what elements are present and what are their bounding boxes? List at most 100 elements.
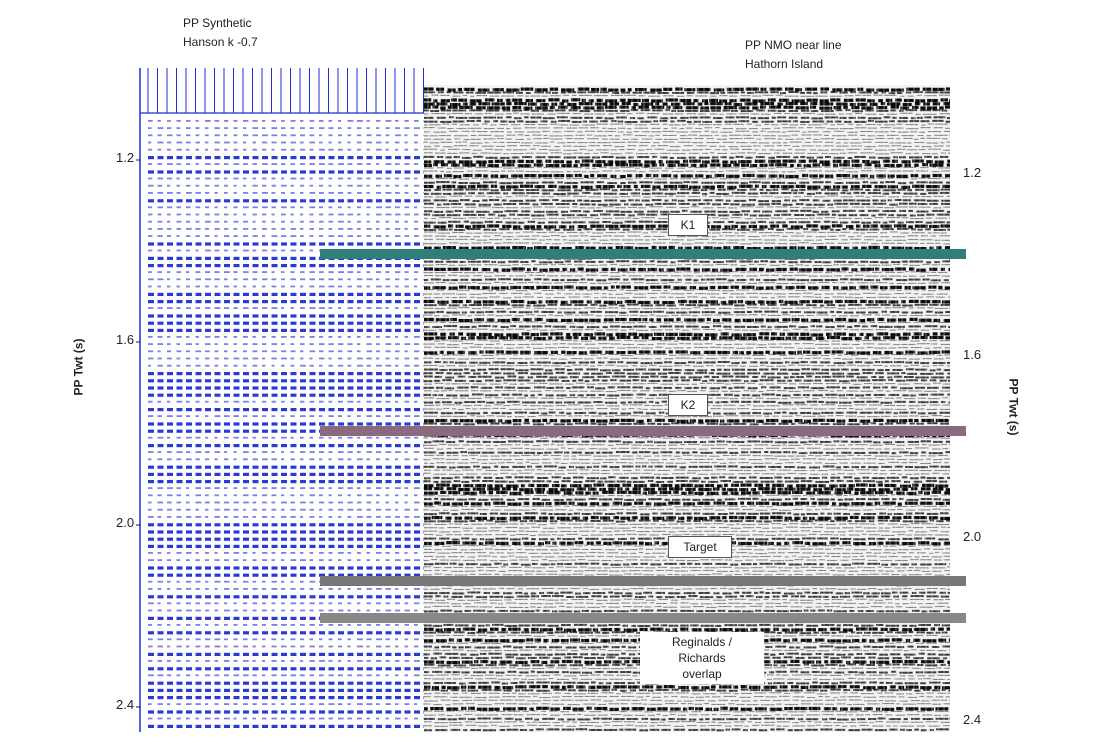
synthetic-wiggle <box>300 523 306 527</box>
synthetic-wiggle <box>357 307 361 309</box>
synthetic-wiggle <box>233 458 237 461</box>
synthetic-wiggle <box>224 199 230 203</box>
seismic-wiggle <box>572 113 581 115</box>
seismic-wiggle <box>795 88 802 92</box>
seismic-wiggle <box>438 217 452 219</box>
seismic-wiggle <box>609 138 621 140</box>
synthetic-wiggle <box>404 465 411 469</box>
seismic-wiggle <box>424 98 432 102</box>
synthetic-wiggle <box>186 386 192 390</box>
synthetic-wiggle <box>309 408 316 412</box>
synthetic-wiggle <box>290 667 297 671</box>
synthetic-wiggle <box>414 537 420 541</box>
seismic-wiggle <box>491 228 497 231</box>
synthetic-wiggle <box>376 516 381 518</box>
seismic-wiggle <box>512 149 527 151</box>
synthetic-wiggle <box>271 724 278 728</box>
seismic-wiggle <box>429 124 441 126</box>
synthetic-wiggle <box>157 235 163 237</box>
seismic-wiggle <box>499 124 509 126</box>
synthetic-wiggle <box>252 386 259 390</box>
seismic-wiggle <box>902 199 911 202</box>
seismic-wiggle <box>908 156 923 159</box>
synthetic-wiggle <box>262 386 268 390</box>
seismic-wiggle <box>781 131 786 133</box>
synthetic-wiggle <box>290 249 297 252</box>
seismic-wiggle <box>828 207 834 209</box>
seismic-wiggle <box>706 202 711 205</box>
seismic-wiggle <box>594 113 605 115</box>
synthetic-wiggle <box>338 357 343 360</box>
synthetic-wiggle <box>157 170 164 174</box>
synthetic-wiggle <box>186 177 191 180</box>
seismic-wiggle <box>595 149 610 151</box>
synthetic-wiggle <box>366 184 370 187</box>
seismic-wiggle <box>596 123 609 125</box>
seismic-wiggle <box>811 117 823 120</box>
seismic-wiggle <box>576 166 583 169</box>
synthetic-wiggle <box>290 292 297 296</box>
seismic-wiggle <box>665 167 674 169</box>
synthetic-wiggle <box>262 696 268 700</box>
synthetic-wiggle <box>300 688 306 692</box>
synthetic-wiggle <box>214 429 221 433</box>
synthetic-event-row <box>148 278 428 281</box>
synthetic-wiggle <box>233 300 240 304</box>
seismic-wiggle <box>922 163 929 167</box>
synthetic-wiggle <box>157 472 164 476</box>
synthetic-wiggle <box>404 530 411 534</box>
synthetic-wiggle <box>385 703 391 705</box>
seismic-wiggle <box>739 184 753 188</box>
synthetic-wiggle <box>176 494 182 497</box>
synthetic-wiggle <box>281 696 287 700</box>
seismic-wiggle <box>621 101 631 106</box>
synthetic-wiggle <box>309 487 315 489</box>
synthetic-wiggle <box>148 141 152 144</box>
seismic-wiggle <box>554 109 566 112</box>
seismic-wiggle <box>874 217 884 219</box>
seismic-wiggle <box>496 98 503 103</box>
synthetic-wiggle <box>376 184 381 187</box>
synthetic-wiggle <box>243 422 249 426</box>
synthetic-wiggle <box>376 393 382 397</box>
synthetic-wiggle <box>328 472 335 476</box>
synthetic-wiggle <box>319 415 323 417</box>
seismic-wiggle <box>946 117 950 120</box>
synthetic-wiggle <box>252 285 256 288</box>
synthetic-wiggle <box>281 537 287 541</box>
seismic-wiggle <box>917 134 924 137</box>
synthetic-wiggle <box>376 415 381 417</box>
synthetic-wiggle <box>395 163 400 165</box>
synthetic-wiggle <box>262 480 268 484</box>
synthetic-wiggle <box>157 544 164 548</box>
seismic-wiggle <box>931 209 945 212</box>
seismic-wiggle <box>729 99 737 103</box>
synthetic-wiggle <box>309 472 316 476</box>
seismic-wiggle <box>836 178 842 180</box>
synthetic-wiggle <box>195 336 199 338</box>
synthetic-wiggle <box>395 372 401 376</box>
synthetic-wiggle <box>157 609 162 612</box>
synthetic-wiggle <box>357 285 362 288</box>
synthetic-wiggle <box>357 696 363 700</box>
synthetic-wiggle <box>395 177 400 180</box>
synthetic-wiggle <box>195 278 201 281</box>
synthetic-wiggle <box>157 127 164 129</box>
seismic-wiggle <box>798 221 811 224</box>
synthetic-wiggle <box>252 552 256 554</box>
seismic-wiggle <box>464 195 473 197</box>
synthetic-wiggle <box>366 544 373 548</box>
synthetic-wiggle <box>290 508 296 511</box>
synthetic-wiggle <box>338 422 344 426</box>
seismic-wiggle <box>541 189 555 192</box>
seismic-wiggle <box>939 235 950 237</box>
synthetic-wiggle <box>167 616 173 620</box>
synthetic-wiggle <box>243 235 249 237</box>
synthetic-wiggle <box>205 595 211 599</box>
synthetic-wiggle <box>176 415 183 417</box>
synthetic-wiggle <box>290 624 296 626</box>
seismic-wiggle <box>645 224 656 228</box>
seismic-wiggle <box>865 123 876 126</box>
seismic-wiggle <box>514 101 527 106</box>
seismic-wiggle <box>803 112 815 114</box>
